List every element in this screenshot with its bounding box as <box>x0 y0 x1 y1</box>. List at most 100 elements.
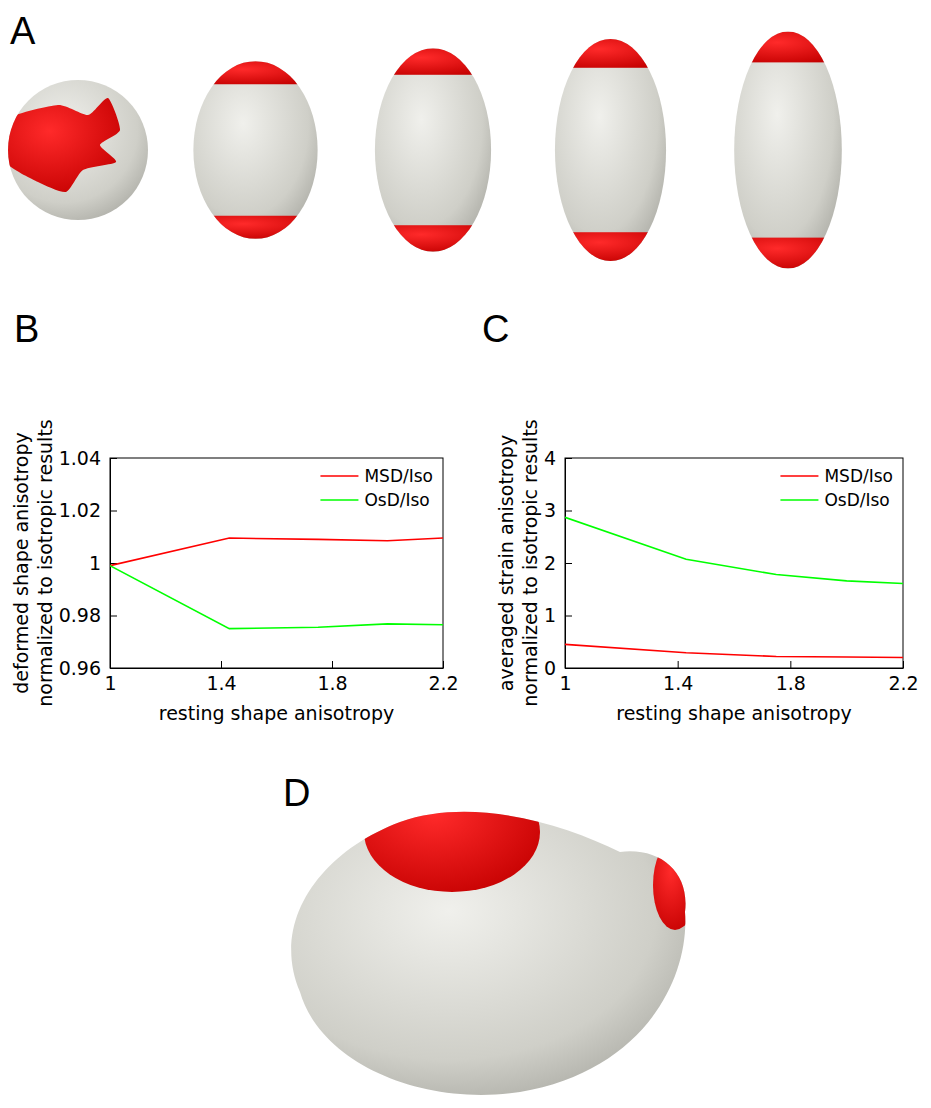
legend-entry: OsD/Iso <box>320 490 429 510</box>
tick-mark <box>790 661 791 668</box>
red-cap <box>555 232 666 261</box>
tick-label: 2.2 <box>888 672 918 694</box>
panel-letter: D <box>283 772 310 814</box>
plot-frame <box>110 458 443 668</box>
tick-label: 1 <box>89 552 101 574</box>
x-axis: 1 1.4 1.8 2.2 <box>559 661 918 694</box>
tick-label: 0.98 <box>59 604 101 626</box>
tick: 2.2 <box>428 661 458 694</box>
tick-mark <box>443 661 444 668</box>
tick: 1.4 <box>206 661 236 694</box>
legend-entry: MSD/Iso <box>320 466 433 486</box>
series-line <box>565 644 903 657</box>
legend-swatch <box>780 499 818 501</box>
ellipsoid-body <box>734 32 842 269</box>
legend-label: MSD/Iso <box>824 466 893 486</box>
panel-letter: B <box>14 308 39 350</box>
tick-mark <box>110 668 117 669</box>
y-axis: 0.96 0.98 1 1.02 1.04 <box>59 447 117 679</box>
ellipsoid <box>193 61 317 239</box>
tick-mark <box>110 458 117 459</box>
series-line <box>565 517 903 583</box>
tick-mark <box>565 458 572 459</box>
legend-entry: MSD/Iso <box>780 466 893 486</box>
tick: 1 <box>544 604 572 626</box>
series-line <box>110 566 443 629</box>
legend-label: MSD/Iso <box>364 466 433 486</box>
tick-label: 0.96 <box>59 657 101 679</box>
y-axis-title: normalized to isotropic results <box>519 419 541 706</box>
red-patch <box>3 98 120 192</box>
tick-label: 1 <box>544 604 556 626</box>
lines <box>110 538 443 629</box>
ellipsoid <box>3 80 148 220</box>
legend: MSD/Iso OsD/Iso <box>780 466 893 510</box>
tick-label: 1.4 <box>663 672 693 694</box>
legend-swatch <box>320 499 358 501</box>
tick-label: 1.8 <box>776 672 806 694</box>
tick-mark <box>110 616 117 617</box>
x-axis: 1 1.4 1.8 2.2 <box>104 661 458 694</box>
red-patch <box>653 840 697 930</box>
tick-mark <box>565 616 572 617</box>
cell-shape <box>291 772 697 1095</box>
tick: 2.2 <box>888 661 918 694</box>
tick: 1.8 <box>776 661 806 694</box>
tick: 1 <box>89 552 117 574</box>
y-axis-title: deformed shape anisotropy <box>10 432 32 693</box>
axis-line <box>111 668 444 669</box>
tick: 0.98 <box>59 604 117 626</box>
tick-mark <box>110 511 117 512</box>
tick-mark <box>903 661 904 668</box>
legend-swatch <box>320 475 358 477</box>
red-cap <box>555 39 666 68</box>
tick: 1.02 <box>59 499 117 521</box>
plot-frame <box>565 458 903 668</box>
tick-label: 1.4 <box>206 672 236 694</box>
red-patch <box>364 772 540 892</box>
axis-line <box>566 668 904 669</box>
legend: MSD/Iso OsD/Iso <box>320 466 433 510</box>
tick: 4 <box>544 447 572 469</box>
red-cap <box>375 48 491 74</box>
tick-mark <box>565 668 572 669</box>
ellipsoid <box>734 32 842 269</box>
tick-mark <box>221 661 222 668</box>
tick-mark <box>565 563 572 564</box>
tick-label: 1.04 <box>59 447 101 469</box>
tick-label: 1.8 <box>317 672 347 694</box>
panel-letter: A <box>10 10 36 52</box>
ellipsoid-body <box>555 39 666 261</box>
legend-entry: OsD/Iso <box>780 490 889 510</box>
tick: 0 <box>544 657 572 679</box>
tick: 2 <box>544 552 572 574</box>
y-axis-title: normalized to isotropic results <box>34 419 56 706</box>
red-cap <box>193 61 317 84</box>
tick-label: 2.2 <box>428 672 458 694</box>
tick-label: 1 <box>559 672 571 694</box>
tick: 1.8 <box>317 661 347 694</box>
red-cap <box>375 225 491 251</box>
ellipsoid <box>375 48 491 251</box>
figure: A B 1 1.4 1.8 2.2 0.96 0.98 1 1.02 1.04 resting sha… <box>0 0 931 1108</box>
y-axis-title: averaged strain anisotropy <box>495 435 517 691</box>
tick-mark <box>678 661 679 668</box>
panel-letter: C <box>482 308 509 350</box>
tick-mark <box>332 661 333 668</box>
tick: 0.96 <box>59 657 117 679</box>
x-axis-title: resting shape anisotropy <box>159 702 395 724</box>
legend-label: OsD/Iso <box>364 490 429 510</box>
tick-label: 1.02 <box>59 499 101 521</box>
tick-label: 1 <box>104 672 116 694</box>
red-cap <box>734 32 842 63</box>
x-axis-title: resting shape anisotropy <box>616 702 852 724</box>
red-cap <box>734 238 842 269</box>
red-cap <box>193 216 317 239</box>
legend-swatch <box>780 475 818 477</box>
tick: 1.4 <box>663 661 693 694</box>
tick-label: 0 <box>544 657 556 679</box>
ellipsoid <box>555 39 666 261</box>
tick-label: 2 <box>544 552 556 574</box>
tick-label: 4 <box>544 447 556 469</box>
ellipsoid-body <box>193 61 317 239</box>
